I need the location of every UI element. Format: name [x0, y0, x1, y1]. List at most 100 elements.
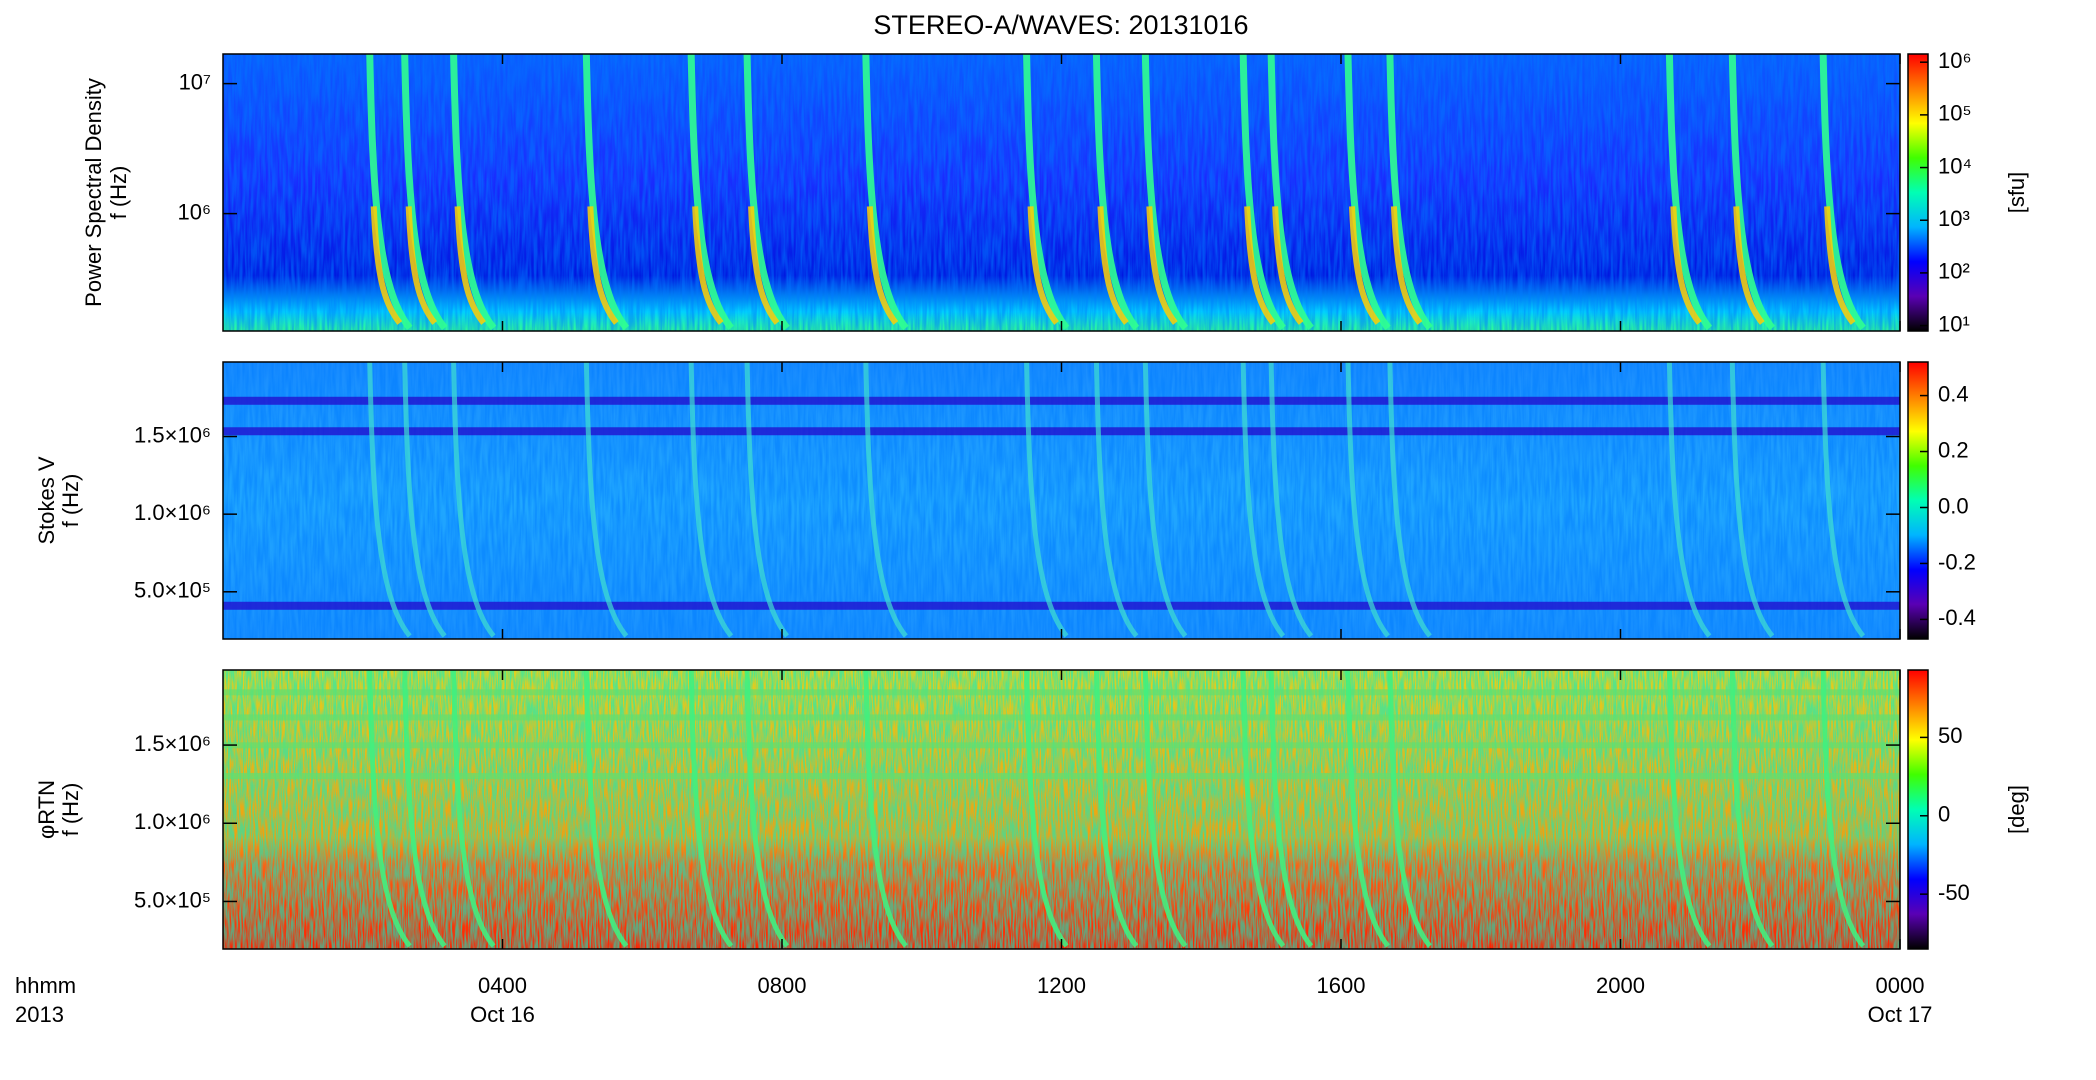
burst: [687, 53, 734, 331]
burst: [367, 361, 412, 638]
burst: [863, 669, 908, 948]
x-tick-label: 0800: [758, 973, 807, 998]
band: [223, 601, 1900, 610]
burst-core: [454, 206, 486, 325]
burst: [1666, 669, 1712, 948]
burst-core: [1670, 206, 1702, 325]
y-tick-label: 5.0×10⁵: [134, 578, 211, 603]
colorbar-label: [deg]: [2004, 785, 2029, 834]
y-axis-label: Stokes V: [34, 456, 59, 544]
burst: [1240, 669, 1286, 948]
burst-core: [866, 206, 899, 325]
spectrogram-texture: [223, 54, 1900, 331]
burst: [1024, 669, 1069, 948]
y-tick-label: 1.5×10⁶: [134, 422, 211, 447]
band: [223, 396, 1900, 405]
y-tick-label: 10⁷: [179, 69, 211, 94]
colorbar-tick-label: 50: [1938, 723, 1962, 748]
burst-core: [1272, 206, 1304, 325]
x-tick-label: 1200: [1037, 973, 1086, 998]
burst: [1142, 361, 1188, 638]
colorbar-tick-label: -0.4: [1938, 605, 1976, 630]
burst: [1665, 53, 1713, 331]
burst: [862, 53, 909, 331]
band: [223, 427, 1900, 436]
burst: [1093, 361, 1139, 638]
burst: [1386, 53, 1433, 331]
burst: [401, 53, 448, 331]
colorbar: [1907, 361, 1929, 640]
burst-core: [370, 206, 403, 325]
burst-core: [1146, 206, 1178, 325]
burst: [1345, 669, 1390, 948]
burst-core: [1027, 206, 1059, 325]
burst: [451, 669, 496, 948]
colorbar: [1907, 53, 1929, 332]
colorbar-tick-label: 10¹: [1938, 311, 1970, 336]
burst: [863, 361, 908, 638]
burst: [366, 53, 413, 331]
burst: [1023, 53, 1070, 331]
colorbar-label: [sfu]: [2004, 172, 2029, 214]
burst: [1729, 361, 1775, 638]
burst: [1267, 53, 1314, 331]
burst: [1239, 53, 1286, 331]
burst: [1820, 361, 1866, 638]
y-tick-label: 5.0×10⁵: [134, 887, 211, 912]
burst: [583, 361, 629, 638]
burst-core: [1244, 206, 1276, 325]
x-tick-label: 0400: [478, 973, 527, 998]
burst: [688, 669, 734, 948]
burst: [1268, 669, 1314, 948]
burst: [1819, 53, 1866, 331]
x-tick-label: 2000: [1596, 973, 1645, 998]
colorbar-tick-label: 10³: [1938, 206, 1970, 231]
burst: [1820, 669, 1866, 948]
x-tick-label: 0000: [1876, 973, 1925, 998]
colorbar-tick-label: 10²: [1938, 259, 1970, 284]
y-tick-label: 1.5×10⁶: [134, 731, 211, 756]
colorbar-tick-label: -50: [1938, 880, 1970, 905]
y-axis-label: f (Hz): [106, 166, 131, 220]
y-axis-label: Power Spectral Density: [81, 78, 106, 307]
y-axis-label: φRTN: [34, 780, 59, 839]
burst-core: [1733, 206, 1765, 325]
colorbar-tick-label: 10⁶: [1938, 48, 1972, 73]
burst: [1092, 53, 1140, 331]
burst-core: [1390, 206, 1423, 325]
colorbar-tick-label: 0: [1938, 802, 1950, 827]
burst: [582, 53, 630, 331]
burst-core: [748, 206, 780, 325]
spectrogram-texture: [223, 362, 1900, 639]
colorbar-tick-label: -0.2: [1938, 549, 1976, 574]
x-axis-year: 2013: [15, 1002, 64, 1027]
y-axis-label: f (Hz): [58, 474, 83, 528]
band: [223, 689, 1900, 696]
burst-core: [405, 206, 438, 325]
burst: [1666, 361, 1712, 638]
date-label: Oct 17: [1868, 1002, 1933, 1027]
burst: [1729, 669, 1775, 948]
burst: [1728, 53, 1776, 331]
burst: [402, 669, 447, 948]
burst: [1093, 669, 1139, 948]
burst-core: [1348, 206, 1381, 325]
date-label: Oct 16: [470, 1002, 535, 1027]
y-tick-label: 1.0×10⁶: [134, 809, 211, 834]
burst: [1387, 669, 1432, 948]
burst-core: [587, 206, 619, 325]
burst: [1387, 361, 1432, 638]
chart-title: STEREO-A/WAVES: 20131016: [873, 10, 1248, 40]
colorbar-tick-label: 0.4: [1938, 381, 1969, 406]
burst-core: [692, 206, 724, 325]
x-tick-label: 1600: [1317, 973, 1366, 998]
burst: [1344, 53, 1391, 331]
burst: [367, 669, 412, 948]
burst: [451, 361, 496, 638]
colorbar-tick-label: 10⁵: [1938, 101, 1972, 126]
colorbar: [1907, 669, 1929, 950]
burst-core: [1097, 206, 1129, 325]
burst: [688, 361, 734, 638]
burst: [1024, 361, 1069, 638]
burst: [1141, 53, 1189, 331]
